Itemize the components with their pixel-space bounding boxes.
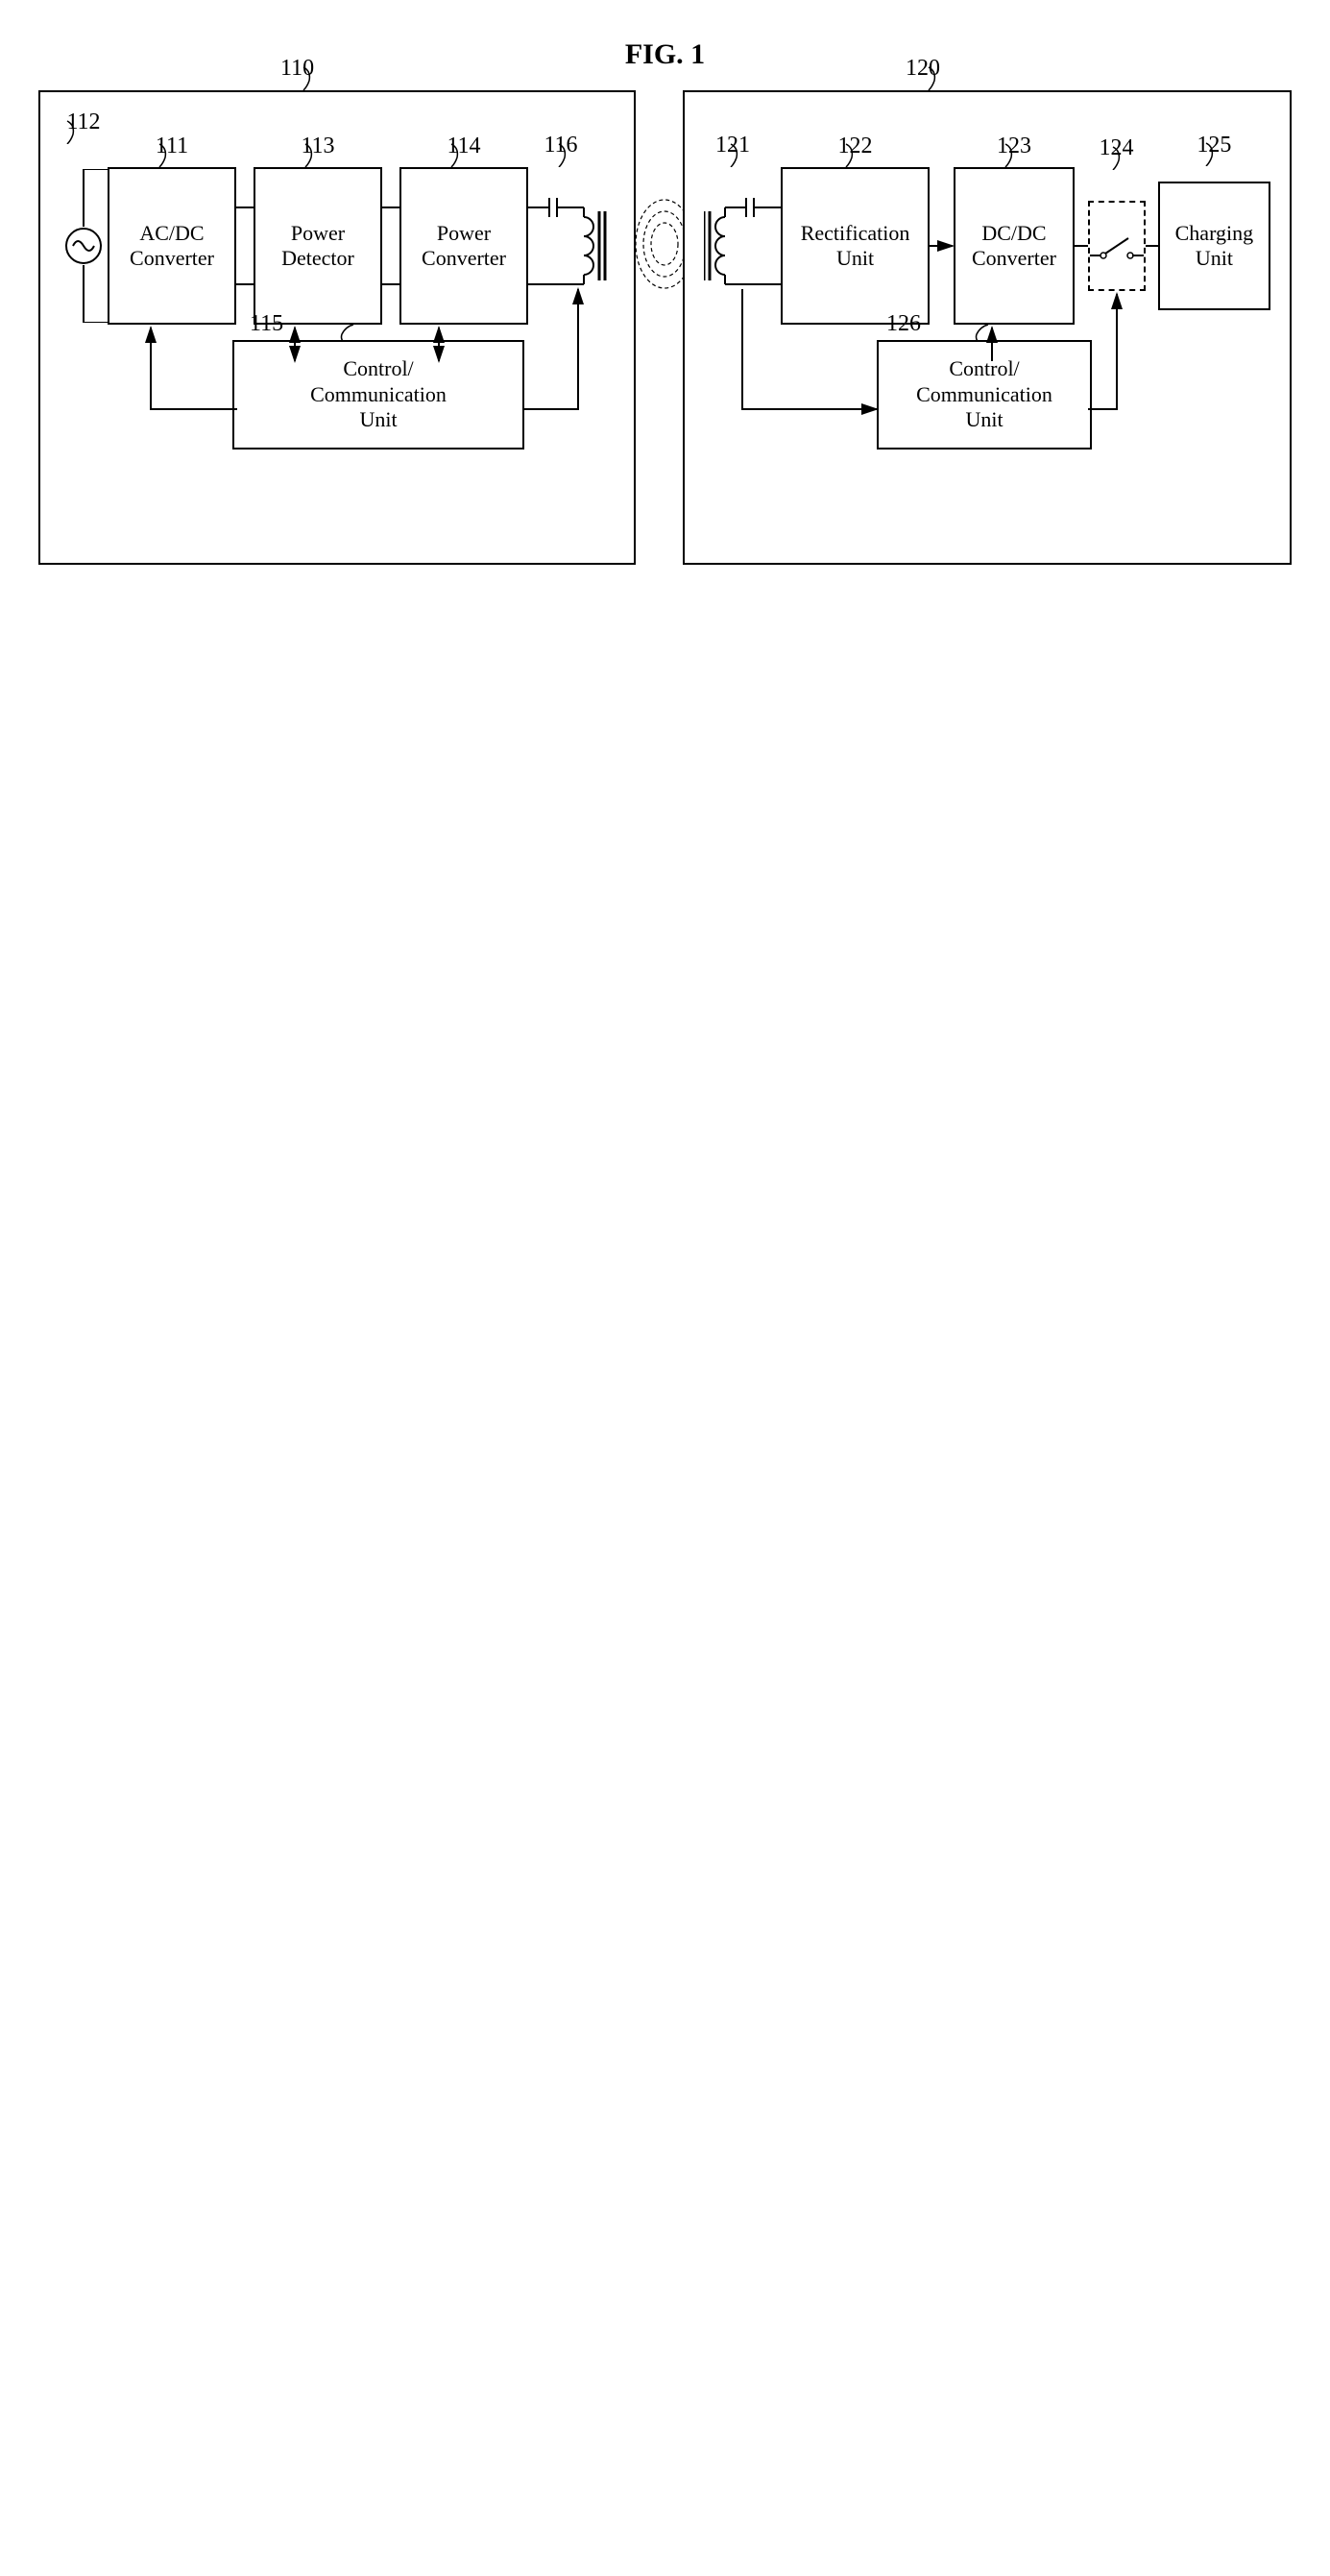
- txctrl-line3: Unit: [359, 407, 397, 432]
- ref-114: 114: [447, 133, 480, 160]
- charging-unit-block: 125 Charging Unit: [1158, 182, 1270, 310]
- ref-111: 111: [156, 133, 188, 160]
- coupling-field: [636, 90, 683, 565]
- conn-acdc-pdet: [236, 169, 254, 323]
- conn-sw-charge: [1146, 169, 1158, 323]
- acdc-converter-block: 111 AC/DC Converter: [108, 167, 236, 325]
- acdc-line1: AC/DC: [139, 221, 204, 246]
- dcdc-line1: DC/DC: [981, 221, 1046, 246]
- dcdc-converter-block: 123 DC/DC Converter: [954, 167, 1076, 325]
- rectification-block: 122 Rectification Unit: [781, 167, 930, 325]
- ref-112: 112: [66, 109, 100, 135]
- rxctrl-line1: Control/: [949, 356, 1019, 381]
- switch-block: 124: [1088, 201, 1146, 291]
- diagram-row: 110 112: [38, 90, 1292, 565]
- dcdc-line2: Converter: [972, 246, 1056, 271]
- ref-122: 122: [838, 133, 873, 160]
- rect-line2: Unit: [836, 246, 874, 271]
- pconv-line2: Converter: [422, 246, 506, 271]
- ref-115: 115: [250, 311, 283, 337]
- ref-110: 110: [280, 56, 314, 82]
- tx-top-row: 112 111: [60, 169, 615, 323]
- figure-title: FIG. 1: [38, 38, 1292, 71]
- switch-symbol: [1090, 217, 1144, 275]
- ref-123: 123: [997, 133, 1031, 160]
- rxctrl-line3: Unit: [965, 407, 1003, 432]
- rx-coil-symbol: [704, 169, 781, 323]
- pconv-line1: Power: [437, 221, 491, 246]
- rect-line1: Rectification: [801, 221, 910, 246]
- figure-container: FIG. 1 110 112: [38, 38, 1292, 565]
- conn-pdet-pconv: [382, 169, 399, 323]
- tx-control-block: Control/ Communication Unit: [232, 340, 524, 450]
- charge-line1: Charging: [1175, 221, 1253, 246]
- charge-line2: Unit: [1196, 246, 1233, 271]
- pdet-line2: Detector: [281, 246, 354, 271]
- ref-120: 120: [906, 56, 940, 82]
- acdc-line2: Converter: [130, 246, 214, 271]
- ref-113: 113: [301, 133, 334, 160]
- rx-control-block: Control/ Communication Unit: [877, 340, 1092, 450]
- ref-125: 125: [1197, 132, 1231, 159]
- pdet-line1: Power: [291, 221, 345, 246]
- txctrl-line2: Communication: [310, 382, 447, 407]
- power-converter-block: 114 Power Converter: [399, 167, 528, 325]
- ref-124: 124: [1100, 135, 1134, 161]
- ref-116: 116: [544, 133, 577, 158]
- rxctrl-line2: Communication: [916, 382, 1052, 407]
- conn-dcdc-sw: [1075, 169, 1087, 323]
- ac-source-symbol: [60, 169, 108, 323]
- ref-126: 126: [886, 311, 921, 337]
- conn-rect-dcdc: [930, 169, 954, 323]
- transmitter-module: 110 112: [38, 90, 636, 565]
- receiver-module: 120 121: [683, 90, 1292, 565]
- rx-top-row: 121: [704, 169, 1270, 323]
- tx-coil-symbol: [528, 169, 615, 323]
- ref-121: 121: [715, 133, 750, 158]
- power-detector-block: 113 Power Detector: [254, 167, 382, 325]
- txctrl-line1: Control/: [343, 356, 413, 381]
